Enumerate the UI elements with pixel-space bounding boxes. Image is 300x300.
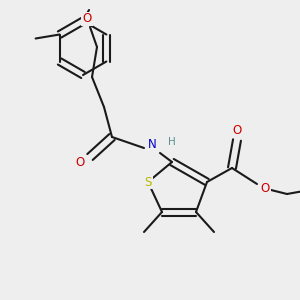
Text: S: S [144, 176, 152, 188]
Text: N: N [148, 139, 156, 152]
Text: O: O [232, 124, 242, 136]
Text: H: H [168, 137, 176, 147]
Text: O: O [75, 155, 85, 169]
Text: O: O [82, 13, 91, 26]
Text: O: O [260, 182, 270, 196]
